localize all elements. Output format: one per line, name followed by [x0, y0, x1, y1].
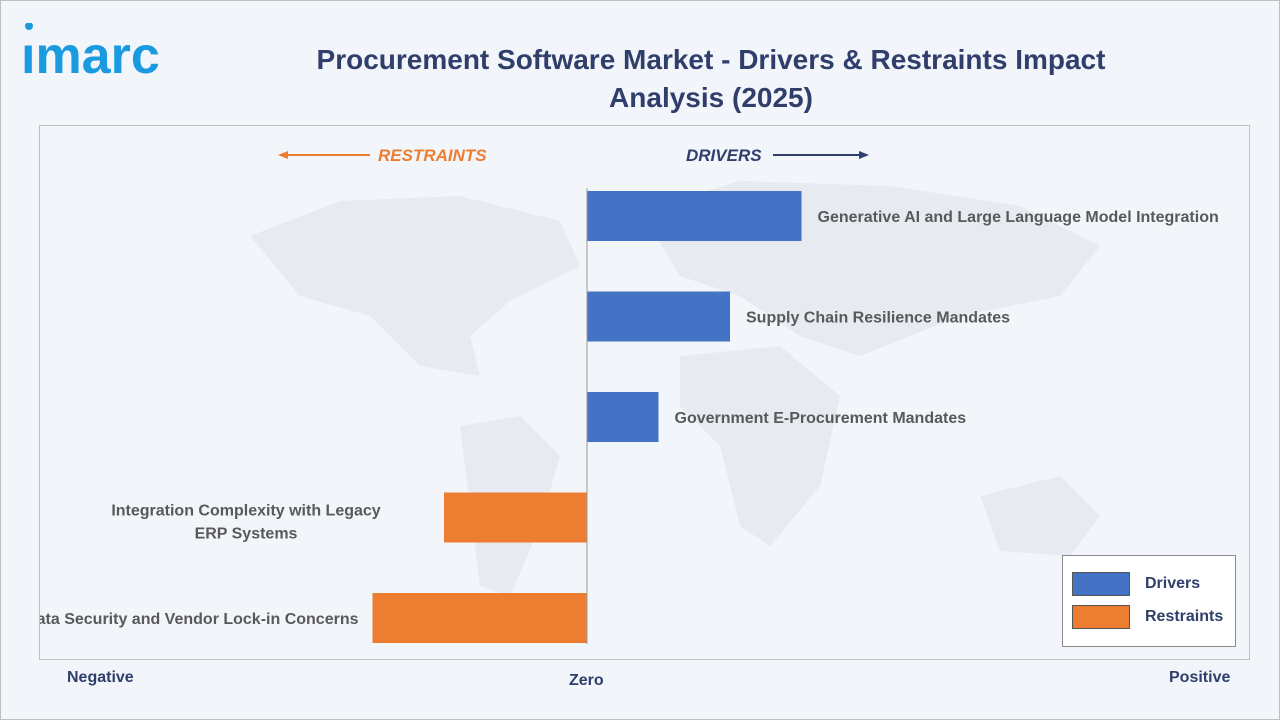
chart-title: Procurement Software Market - Drivers & …: [316, 44, 1106, 113]
legend-swatch-drivers: [1072, 572, 1130, 596]
legend-label-restraints: Restraints: [1145, 608, 1224, 625]
legend-item-drivers: Drivers: [1072, 572, 1200, 596]
category-label-3: Government E-Procurement Mandates: [675, 410, 967, 427]
chart-svg: RESTRAINTS DRIVERS Generative AI and Larg…: [40, 146, 1219, 644]
axis-label-negative: Negative: [67, 669, 134, 686]
category-label-4: Integration Complexity with Legacy ERP Sy…: [111, 503, 380, 543]
world-map-watermark: [250, 181, 1100, 596]
legend-label-drivers: Drivers: [1145, 575, 1201, 592]
restraint-bar-4: [444, 492, 587, 543]
imarc-logo: ımarc: [21, 23, 160, 83]
driver-bar-3: [587, 392, 659, 442]
driver-bar-2: [587, 291, 730, 342]
plot-area: RESTRAINTS DRIVERS Generative AI and Larg…: [39, 125, 1250, 660]
category-label-5: Data Security and Vendor Lock-in Concern…: [40, 611, 359, 628]
category-label-1: Generative AI and Large Language Model I…: [818, 209, 1219, 226]
driver-bar-1: [587, 191, 802, 241]
restraint-bar-5: [372, 593, 587, 643]
restraints-arrow-head: [278, 151, 288, 159]
axis-label-zero: Zero: [569, 672, 604, 689]
restraints-direction-label: RESTRAINTS: [378, 146, 487, 165]
svg-text:ımarc: ımarc: [21, 27, 160, 83]
axis-label-positive: Positive: [1169, 669, 1231, 686]
legend-swatch-restraints: [1072, 605, 1130, 629]
category-label-2: Supply Chain Resilience Mandates: [746, 310, 1010, 327]
legend: Drivers Restraints: [1062, 555, 1236, 647]
drivers-arrow-head: [859, 151, 869, 159]
drivers-direction-label: DRIVERS: [686, 146, 762, 165]
legend-item-restraints: Restraints: [1072, 605, 1223, 629]
